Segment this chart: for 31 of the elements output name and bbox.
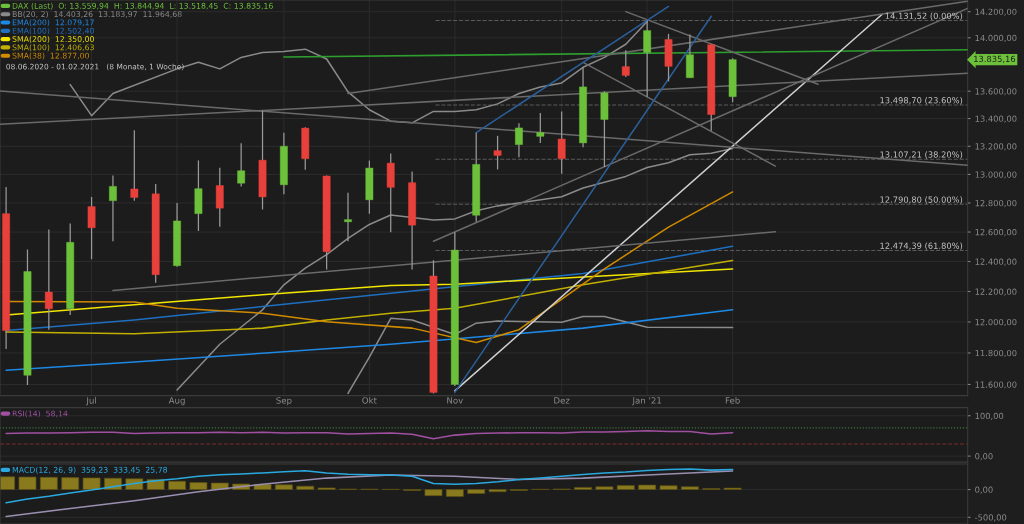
ref-line-label: 13.107,21 (38.20%) bbox=[880, 151, 963, 159]
y-tick-label: 12.600,00 bbox=[975, 229, 1017, 237]
x-tick-label: Aug bbox=[168, 397, 185, 406]
y-tick-label: 12.200,00 bbox=[975, 288, 1017, 296]
y-tick-label: 100,00 bbox=[975, 412, 1004, 420]
x-tick-label: Jul bbox=[85, 397, 96, 406]
y-tick-label: -500,00 bbox=[975, 514, 1007, 522]
x-tick-label: Nov bbox=[447, 397, 463, 404]
y-tick-label: 0,00 bbox=[975, 486, 993, 494]
y-tick-label: 12.400,00 bbox=[975, 258, 1017, 266]
y-tick-label: 14.000,00 bbox=[975, 34, 1017, 42]
y-tick-label: 12.800,00 bbox=[975, 199, 1017, 208]
ref-line-label: 14.131,52 (0.00%) bbox=[885, 12, 963, 20]
x-tick-label: Dez bbox=[554, 397, 570, 404]
y-tick-label: 11.800,00 bbox=[975, 349, 1017, 358]
text: 13.835,16 bbox=[974, 55, 1016, 63]
x-tick-label: Jan '21 bbox=[632, 397, 662, 406]
y-tick-label: 13.200,00 bbox=[975, 143, 1017, 151]
x-tick-label: Okt bbox=[362, 397, 377, 404]
ref-line-label: 12.790,80 (50.00%) bbox=[880, 196, 963, 204]
y-tick-label: 13.400,00 bbox=[975, 115, 1017, 123]
x-tick-label: Feb bbox=[725, 397, 740, 404]
y-tick-label: 13.600,00 bbox=[975, 88, 1017, 96]
y-tick-label: 12.000,00 bbox=[975, 318, 1017, 327]
ref-line-label: 12.474,39 (61.80%) bbox=[880, 242, 963, 250]
y-tick-label: 13.000,00 bbox=[975, 171, 1017, 179]
y-tick-label: 0,00 bbox=[975, 453, 993, 461]
x-tick-label: Sep bbox=[276, 397, 292, 406]
y-tick-label: 14.200,00 bbox=[975, 8, 1017, 16]
y-tick-label: 11.600,00 bbox=[975, 381, 1017, 389]
ref-line-label: 13.498,70 (23.60%) bbox=[880, 96, 963, 105]
